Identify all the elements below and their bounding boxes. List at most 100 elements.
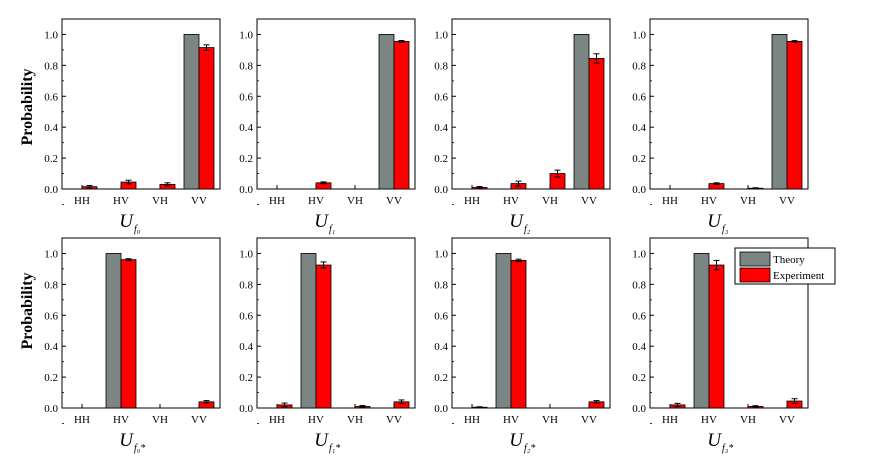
- plot-frame: [61, 18, 221, 190]
- y-tick-label: 0.6: [239, 91, 253, 103]
- y-tick-label: 0.4: [239, 341, 253, 353]
- y-tick-label: 1.0: [434, 29, 448, 41]
- bar-theory-vv: [378, 34, 395, 190]
- y-tick-label: 0.0: [239, 184, 253, 196]
- x-tick-label-hh: HH: [269, 195, 285, 207]
- x-tick-label-hh: HH: [74, 414, 90, 426]
- x-tick-label-hv: HV: [308, 195, 324, 207]
- bar-theory-hv: [300, 253, 317, 409]
- panel-label-subscript: f₃: [722, 224, 729, 235]
- panel-label-subscript: f₃*: [722, 443, 733, 454]
- panel-label-subscript: f₂: [524, 224, 531, 235]
- y-tick-label: 0.2: [44, 372, 58, 384]
- y-tick-label: 0.6: [44, 310, 58, 322]
- plot-frame: [256, 237, 416, 409]
- chart-panel-4: 0.0 0.2 0.4 0.6 0.8 1.0 HH HV VH VV U f₃: [632, 18, 809, 235]
- x-tick-label-hh: HH: [269, 414, 285, 426]
- x-tick-label-vv: VV: [386, 414, 402, 426]
- plot-frame: [256, 18, 416, 190]
- panel-label-subscript: f₁*: [329, 443, 340, 454]
- chart-panel-5: 0.0 0.2 0.4 0.6 0.8 1.0 HH HV VH VV U f₀*: [44, 237, 221, 454]
- y-tick-label: 0.4: [44, 122, 58, 134]
- bar-experiment-hv: [510, 260, 527, 409]
- plot-frame: [649, 237, 809, 409]
- y-tick-label: 0.2: [239, 153, 253, 165]
- x-tick-label-hh: HH: [74, 195, 90, 207]
- bar-experiment-vv: [786, 41, 803, 190]
- panel-label-subscript: f₀: [134, 224, 141, 235]
- y-tick-label: 0.2: [44, 153, 58, 165]
- x-tick-label-vh: VH: [740, 414, 756, 426]
- y-tick-label: 0.2: [434, 153, 448, 165]
- y-tick-label: 0.0: [632, 184, 646, 196]
- bar-experiment-hv: [120, 259, 137, 409]
- x-tick-label-hv: HV: [308, 414, 324, 426]
- x-tick-label-hh: HH: [662, 414, 678, 426]
- panel-label-subscript: f₁: [329, 224, 335, 235]
- legend-label-theory: Theory: [773, 254, 805, 266]
- y-tick-label: 0.2: [632, 153, 646, 165]
- plot-frame: [451, 18, 611, 190]
- x-tick-label-vh: VH: [152, 414, 168, 426]
- x-tick-label-vv: VV: [581, 414, 597, 426]
- panel-label-main: U: [314, 430, 329, 451]
- y-tick-label: 1.0: [632, 29, 646, 41]
- bar-theory-hv: [693, 253, 710, 409]
- x-tick-label-vh: VH: [347, 195, 363, 207]
- x-tick-label-hv: HV: [701, 195, 717, 207]
- y-tick-label: 1.0: [44, 29, 58, 41]
- panel-label-main: U: [707, 211, 722, 232]
- bar-experiment-hv: [315, 264, 332, 409]
- chart-panel-1: 0.0 0.2 0.4 0.6 0.8 1.0 HH HV VH VV U f₀: [44, 18, 221, 235]
- y-tick-label: 0.2: [434, 372, 448, 384]
- panel-label-main: U: [707, 430, 722, 451]
- plot-frame: [451, 237, 611, 409]
- chart-panel-3: 0.0 0.2 0.4 0.6 0.8 1.0 HH HV VH VV U f₂: [434, 18, 611, 235]
- y-tick-label: 0.0: [239, 403, 253, 415]
- x-tick-label-hh: HH: [464, 195, 480, 207]
- y-tick-label: 0.6: [434, 91, 448, 103]
- y-tick-label: 0.8: [239, 60, 253, 72]
- plot-frame: [61, 237, 221, 409]
- y-tick-label: 0.2: [239, 372, 253, 384]
- y-tick-label: 1.0: [434, 248, 448, 260]
- bar-experiment-hv: [708, 264, 725, 409]
- y-tick-label: 0.0: [632, 403, 646, 415]
- y-tick-label: 0.0: [44, 403, 58, 415]
- y-tick-label: 0.4: [632, 122, 646, 134]
- x-tick-label-hv: HV: [503, 414, 519, 426]
- legend-label-experiment: Experiment: [773, 270, 824, 282]
- y-tick-label: 0.4: [632, 341, 646, 353]
- panel-label-main: U: [314, 211, 329, 232]
- legend-swatch-theory: [739, 251, 771, 267]
- x-tick-label-hv: HV: [113, 195, 129, 207]
- x-tick-label-hv: HV: [113, 414, 129, 426]
- panel-label-main: U: [509, 211, 524, 232]
- chart-panel-8: 0.0 0.2 0.4 0.6 0.8 1.0 HH HV VH VV U f₃*: [632, 237, 809, 454]
- x-tick-label-hv: HV: [503, 195, 519, 207]
- x-tick-label-vh: VH: [347, 414, 363, 426]
- x-tick-label-vv: VV: [779, 414, 795, 426]
- bar-experiment-vv: [393, 41, 410, 190]
- y-tick-label: 0.8: [434, 60, 448, 72]
- y-tick-label: 0.4: [434, 341, 448, 353]
- y-tick-label: 1.0: [239, 248, 253, 260]
- y-axis-label-top: Probability: [19, 68, 36, 145]
- x-tick-label-vv: VV: [191, 414, 207, 426]
- x-tick-label-hh: HH: [464, 414, 480, 426]
- y-tick-label: 0.8: [44, 279, 58, 291]
- y-tick-label: 0.0: [44, 184, 58, 196]
- chart-panel-2: 0.0 0.2 0.4 0.6 0.8 1.0 HH HV VH VV U f₁: [239, 18, 416, 235]
- panel-label-main: U: [509, 430, 524, 451]
- x-tick-label-hh: HH: [662, 195, 678, 207]
- x-tick-label-hv: HV: [701, 414, 717, 426]
- bar-theory-hv: [105, 253, 122, 409]
- y-tick-label: 0.8: [632, 60, 646, 72]
- y-tick-label: 0.8: [632, 279, 646, 291]
- bar-experiment-vv: [588, 58, 605, 190]
- y-tick-label: 0.6: [44, 91, 58, 103]
- x-tick-label-vh: VH: [740, 195, 756, 207]
- y-tick-label: 0.4: [434, 122, 448, 134]
- y-tick-label: 0.4: [44, 341, 58, 353]
